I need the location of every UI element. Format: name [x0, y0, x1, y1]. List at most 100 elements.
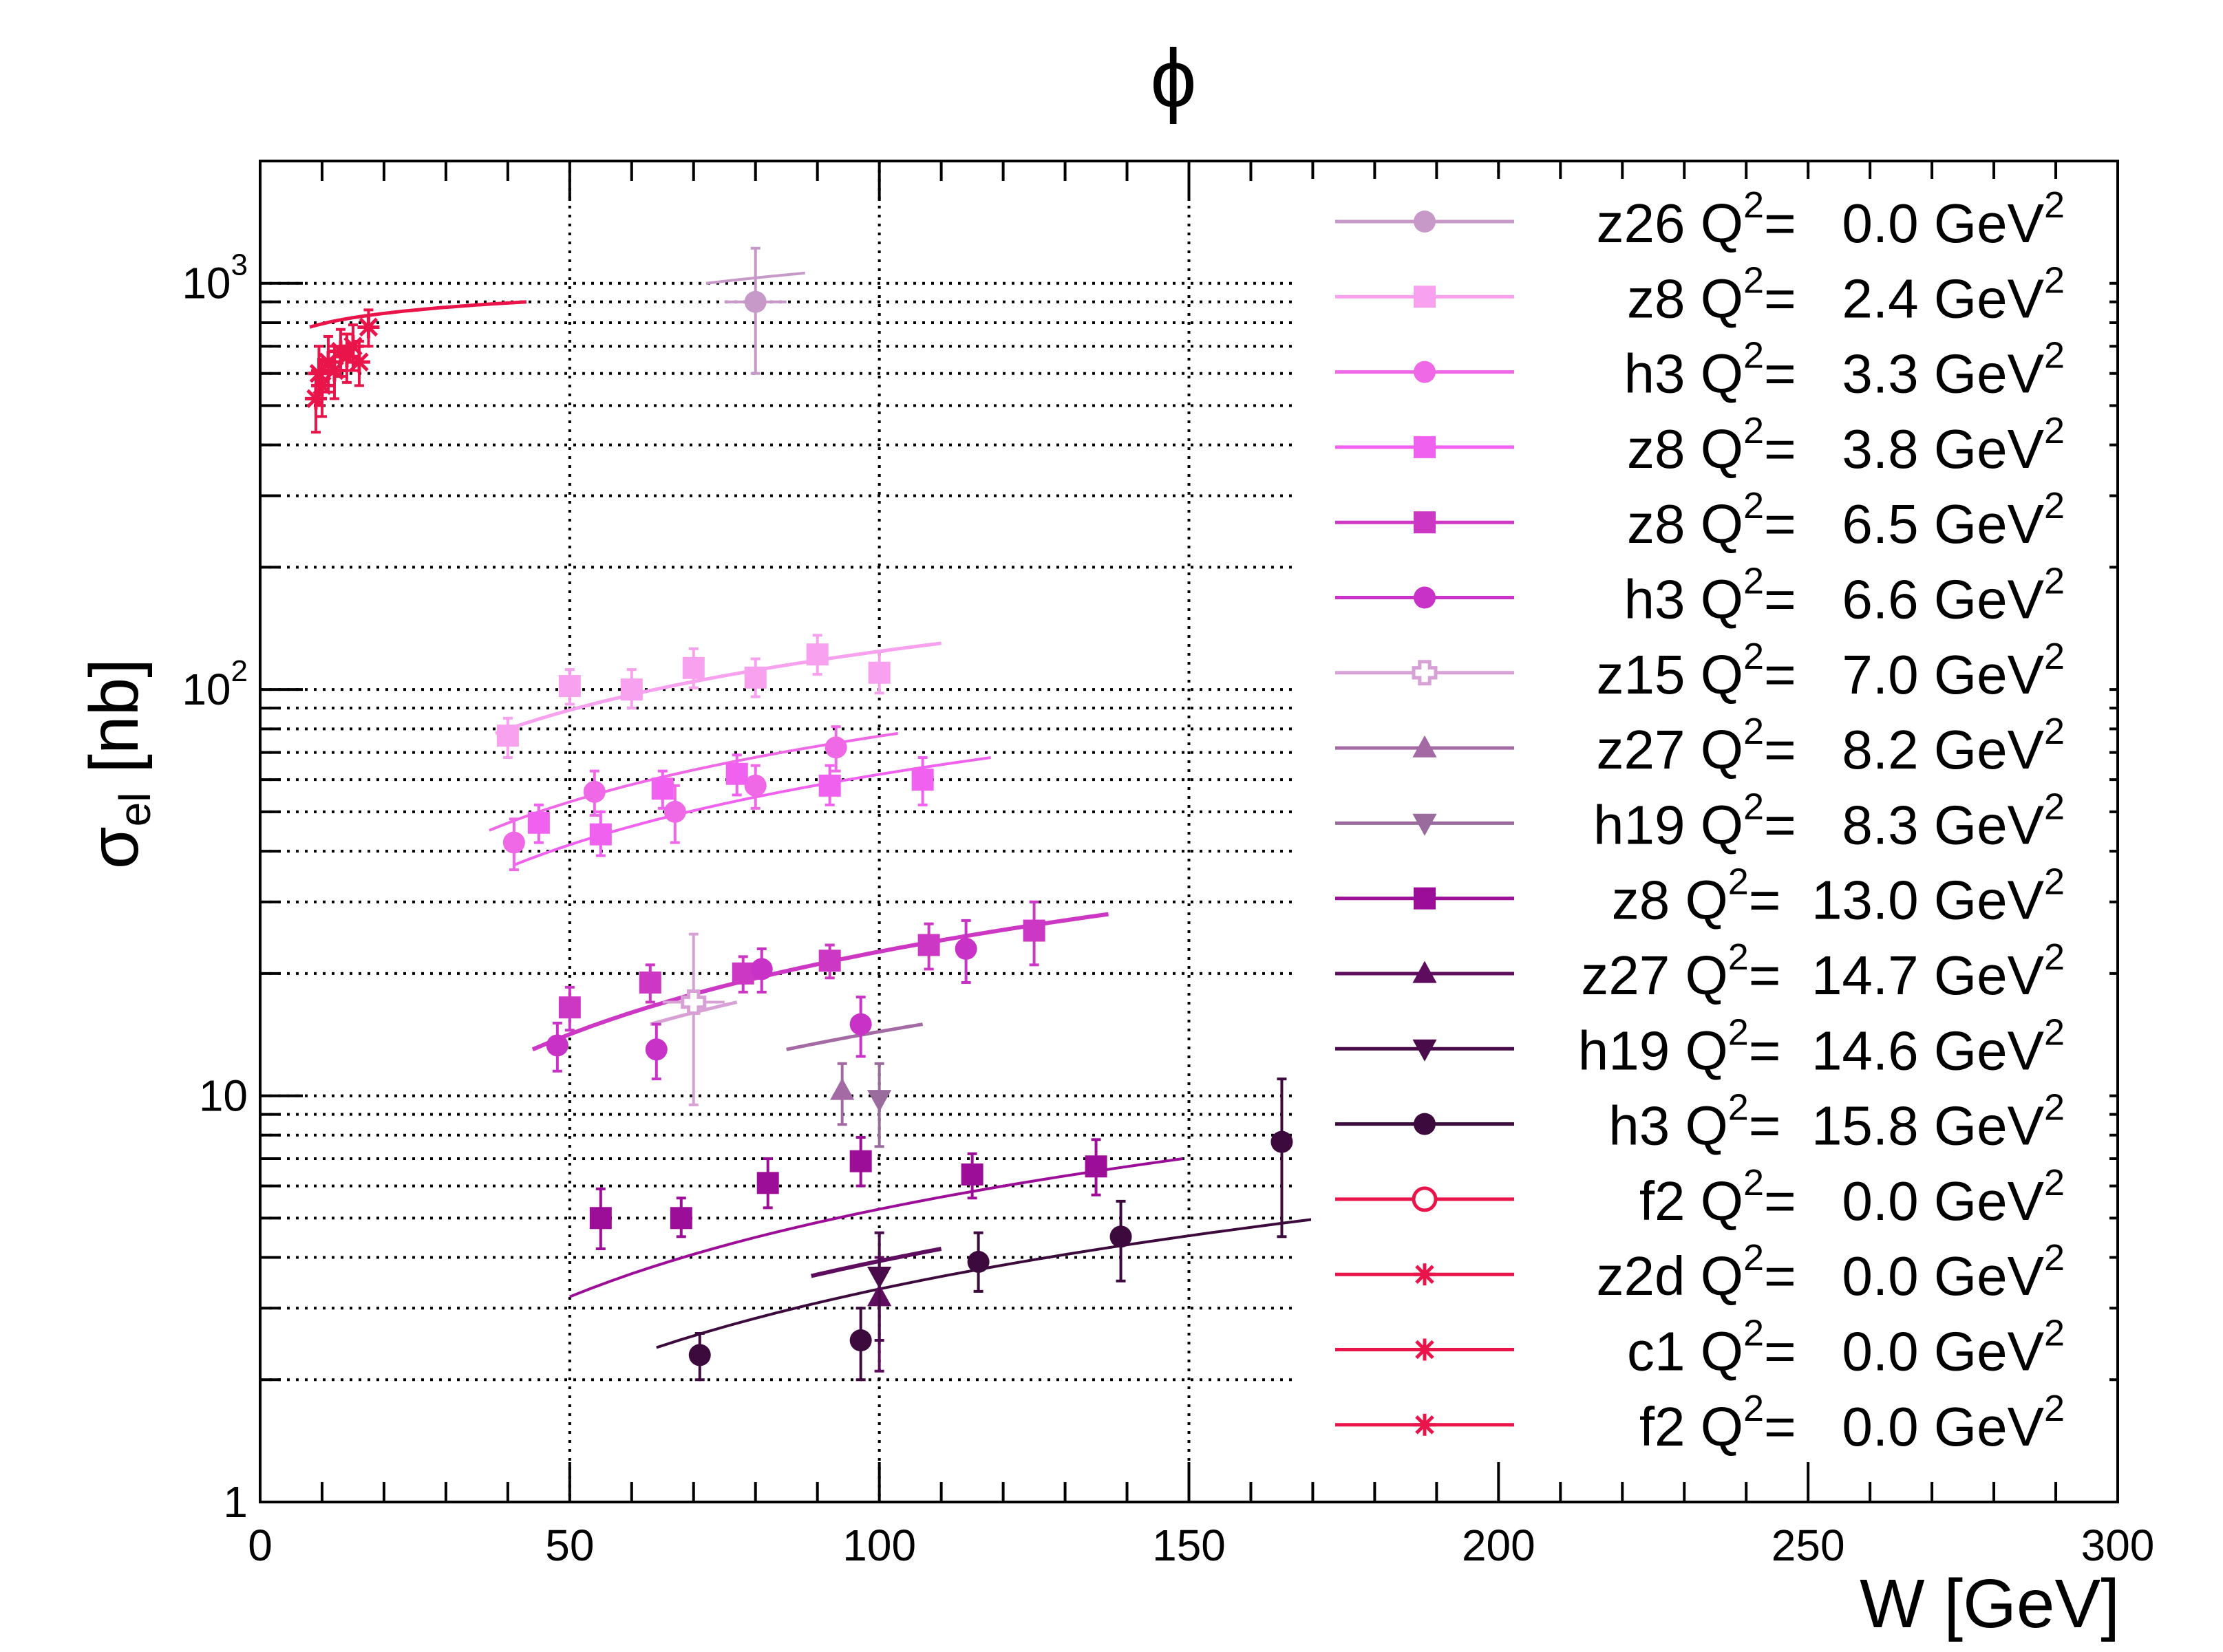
fit-curve-z27 [811, 1247, 942, 1278]
legend-q2-exponent: 2 [1728, 936, 1749, 978]
data-point-h3 [825, 736, 847, 759]
y-tick-base: 10 [199, 1071, 248, 1121]
legend-dataset: z8 Q [1612, 870, 1728, 931]
data-point-h3 [546, 1034, 568, 1057]
fit-curve-f2 [309, 300, 527, 329]
legend-q2-value: = 15.8 GeV [1749, 1095, 2045, 1157]
legend-entry: z8 Q2= 13.0 GeV2 [1612, 861, 2065, 931]
data-point-h19 [867, 1266, 892, 1289]
data-point-c1 [341, 335, 364, 358]
legend-unit-exponent: 2 [2044, 259, 2065, 301]
legend-unit-exponent: 2 [2044, 410, 2065, 451]
legend-entry: z2d Q2= 0.0 GeV2 [1597, 1237, 2065, 1307]
legend-q2-exponent: 2 [1743, 1162, 1764, 1203]
fit-curve-z8 [495, 641, 942, 736]
legend-dataset: z8 Q [1627, 418, 1743, 480]
legend-dataset: h3 Q [1624, 569, 1743, 630]
data-point-z8 [589, 823, 612, 846]
legend-entry: h3 Q2= 6.6 GeV2 [1624, 561, 2065, 630]
data-point-h3 [849, 1013, 872, 1036]
legend-q2-value: = 0.0 GeV [1764, 1245, 2045, 1307]
legend-q2-exponent: 2 [1743, 1237, 1764, 1278]
legend-dataset: h19 Q [1578, 1020, 1728, 1081]
data-point-z8 [732, 962, 754, 985]
legend-q2-value: = 3.3 GeV [1764, 343, 2045, 405]
legend-q2-value: = 0.0 GeV [1764, 193, 2045, 254]
legend-unit-exponent: 2 [2044, 936, 2065, 978]
legend-unit-exponent: 2 [2044, 1313, 2065, 1354]
legend-unit-exponent: 2 [2044, 335, 2065, 376]
legend-unit-exponent: 2 [2044, 711, 2065, 752]
legend-dataset: z15 Q [1597, 644, 1743, 705]
y-axis-label: σel [nb] [76, 658, 160, 869]
legend-marker-f2 [1414, 1413, 1436, 1436]
legend-q2-exponent: 2 [1743, 1388, 1764, 1429]
legend-unit-exponent: 2 [2044, 861, 2065, 903]
data-point-z8 [818, 774, 841, 797]
data-point-z27 [830, 1077, 855, 1100]
fit-curve-z8 [569, 1157, 1183, 1298]
y-tick-label: 1 [223, 1477, 248, 1527]
legend-marker-z27 [1412, 961, 1437, 983]
legend-entry: f2 Q2= 0.0 GeV2 [1639, 1162, 2065, 1232]
data-point-h3 [645, 1038, 668, 1061]
data-point-z2d [308, 362, 330, 385]
data-point-h3 [1109, 1225, 1132, 1248]
data-point-h3 [663, 800, 686, 823]
legend-entry: z27 Q2= 14.7 GeV2 [1581, 936, 2065, 1006]
legend-q2-exponent: 2 [1728, 1087, 1749, 1128]
x-tick-label: 300 [2081, 1521, 2155, 1570]
x-tick-label: 200 [1462, 1521, 1535, 1570]
legend-entry: h19 Q2= 14.6 GeV2 [1578, 1011, 2065, 1081]
data-point-z8 [756, 1172, 779, 1194]
data-point-h3 [955, 938, 977, 961]
legend-marker-z2d [1414, 1263, 1436, 1286]
legend-unit-exponent: 2 [2044, 1388, 2065, 1429]
legend-dataset: z26 Q [1597, 193, 1743, 254]
y-tick-label: 103 [182, 248, 248, 308]
data-point-z8 [806, 643, 829, 666]
data-point-z2d [304, 387, 327, 410]
legend-marker-c1 [1414, 1338, 1436, 1361]
legend-marker-z15 [1412, 660, 1438, 686]
data-point-f2 [357, 316, 380, 339]
legend-dataset: z27 Q [1581, 945, 1727, 1006]
legend-dataset: z27 Q [1597, 719, 1743, 780]
legend-q2-value: = 0.0 GeV [1764, 1170, 2045, 1232]
legend-unit-exponent: 2 [2044, 636, 2065, 677]
data-point-z8 [670, 1207, 692, 1230]
legend-marker-h3 [1414, 1113, 1436, 1135]
data-point-z8 [620, 678, 643, 701]
data-point-h3 [744, 774, 767, 797]
x-tick-label: 150 [1152, 1521, 1226, 1570]
y-tick-label: 10 [199, 1071, 248, 1121]
legend-marker-z27 [1412, 735, 1437, 758]
legend-q2-value: = 8.2 GeV [1764, 719, 2045, 780]
legend-entry: z8 Q2= 2.4 GeV2 [1627, 259, 2065, 329]
legend-entry: f2 Q2= 0.0 GeV2 [1639, 1388, 2065, 1457]
legend-q2-value: = 7.0 GeV [1764, 644, 2045, 705]
legend-entry: h3 Q2= 3.3 GeV2 [1624, 335, 2065, 405]
data-point-z8 [558, 996, 581, 1019]
data-point-z8 [651, 777, 674, 800]
data-point-z8 [589, 1207, 612, 1230]
data-point-z8 [868, 661, 891, 684]
data-point-z8 [911, 769, 934, 791]
data-point-h3 [849, 1329, 872, 1352]
data-points [304, 246, 1293, 1382]
legend-marker-f2 [1412, 1186, 1438, 1212]
legend-q2-exponent: 2 [1743, 259, 1764, 301]
legend-q2-exponent: 2 [1743, 711, 1764, 752]
legend-q2-exponent: 2 [1743, 485, 1764, 526]
legend-marker-z26 [1414, 211, 1436, 233]
fit-curve-z8 [531, 912, 1109, 1052]
legend-q2-value: = 3.8 GeV [1764, 418, 2045, 480]
legend-q2-value: = 8.3 GeV [1764, 794, 2045, 855]
data-point-h3 [688, 1344, 711, 1366]
legend-q2-exponent: 2 [1743, 335, 1764, 376]
data-point-z8 [1023, 919, 1045, 942]
data-point-z2d [310, 374, 333, 397]
data-point-z8 [496, 725, 519, 747]
